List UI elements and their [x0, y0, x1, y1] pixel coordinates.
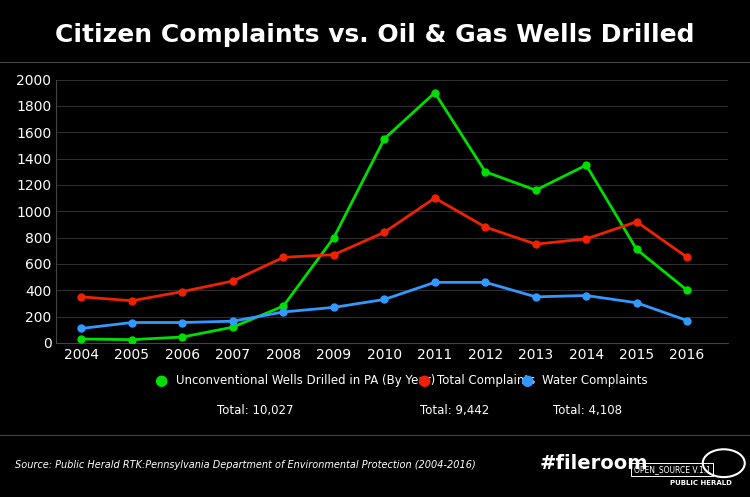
Text: Total: 4,108: Total: 4,108 — [553, 404, 622, 416]
Text: Water Complaints: Water Complaints — [542, 374, 647, 387]
Text: Citizen Complaints vs. Oil & Gas Wells Drilled: Citizen Complaints vs. Oil & Gas Wells D… — [56, 23, 695, 47]
Text: PUBLIC HERALD: PUBLIC HERALD — [670, 480, 732, 486]
Text: OPEN_SOURCE V.1.1: OPEN_SOURCE V.1.1 — [634, 465, 711, 474]
Text: Source: Public Herald RTK:Pennsylvania Department of Environmental Protection (2: Source: Public Herald RTK:Pennsylvania D… — [15, 460, 476, 470]
Text: ●: ● — [154, 373, 168, 388]
Text: ●: ● — [520, 373, 534, 388]
Text: #fileroom: #fileroom — [540, 454, 649, 473]
Text: Unconventional Wells Drilled in PA (By Year): Unconventional Wells Drilled in PA (By Y… — [176, 374, 436, 387]
Text: Total: 10,027: Total: 10,027 — [217, 404, 293, 416]
Text: ●: ● — [417, 373, 430, 388]
Text: Total: 9,442: Total: 9,442 — [420, 404, 489, 416]
Text: Total Complaints: Total Complaints — [437, 374, 536, 387]
